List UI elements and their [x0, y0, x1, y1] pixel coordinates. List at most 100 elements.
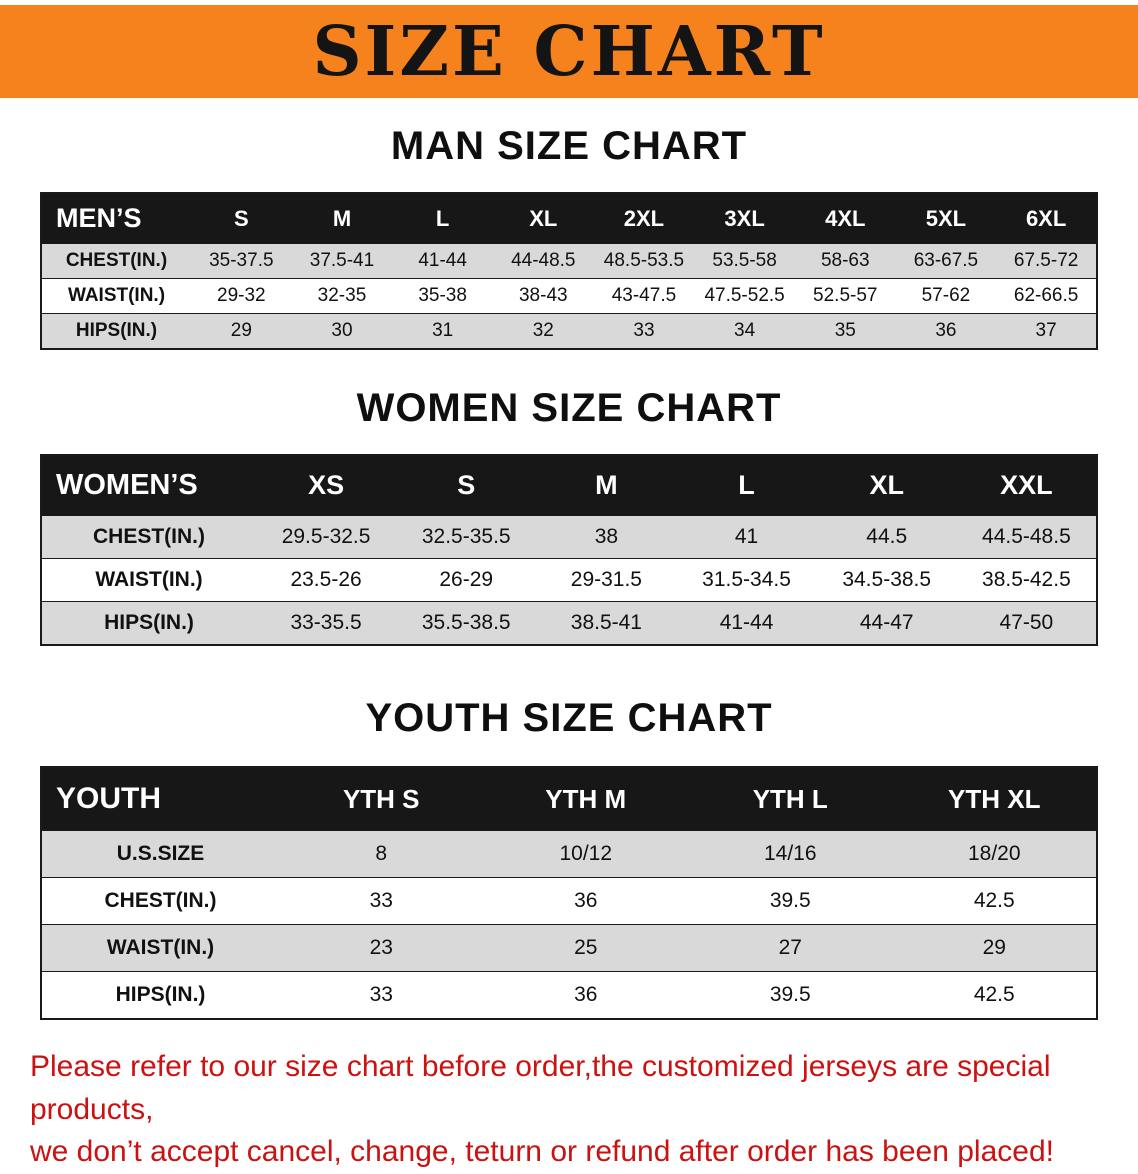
table-cell: 53.5-58 — [694, 243, 795, 279]
table-row: U.S.SIZE 8 10/12 14/16 18/20 — [41, 830, 1097, 878]
column-header: 6XL — [996, 192, 1097, 244]
row-label: CHEST(IN.) — [41, 515, 256, 559]
table-cell: 35-37.5 — [191, 243, 292, 279]
table-cell: 23 — [279, 924, 484, 972]
table-cell: 33 — [593, 313, 695, 350]
table-cell: 32.5-35.5 — [396, 515, 537, 559]
column-header: 2XL — [593, 192, 695, 244]
table-cell: 35 — [794, 313, 896, 350]
table-cell: 35-38 — [392, 278, 493, 314]
youth-size-table: YOUTH YTH S YTH M YTH L YTH XL U.S.SIZE … — [40, 766, 1098, 1020]
disclaimer-line-2: we don’t accept cancel, change, teturn o… — [30, 1135, 1054, 1169]
table-cell: 27 — [688, 924, 893, 972]
column-header: XL — [816, 454, 957, 516]
table-cell: 43-47.5 — [593, 278, 695, 314]
table-cell: 18/20 — [892, 830, 1097, 878]
column-header: M — [291, 192, 393, 244]
row-label: WAIST(IN.) — [41, 558, 256, 602]
table-cell: 31 — [392, 313, 493, 350]
women-size-table: WOMEN’S XS S M L XL XXL CHEST(IN.) 29.5-… — [40, 454, 1098, 646]
table-title-cell: MEN’S — [41, 192, 191, 244]
table-cell: 44-47 — [816, 601, 957, 646]
table-title-cell: WOMEN’S — [41, 454, 256, 516]
row-label: WAIST(IN.) — [41, 278, 191, 314]
table-row: WAIST(IN.) 29-32 32-35 35-38 38-43 43-47… — [41, 278, 1097, 314]
men-header-row: MEN’S S M L XL 2XL 3XL 4XL 5XL 6XL — [41, 192, 1097, 244]
column-header: XS — [256, 454, 397, 516]
table-cell: 29 — [892, 924, 1097, 972]
column-header: 5XL — [895, 192, 997, 244]
table-cell: 26-29 — [396, 558, 537, 602]
women-header-row: WOMEN’S XS S M L XL XXL — [41, 454, 1097, 516]
youth-section-heading: YOUTH SIZE CHART — [365, 696, 773, 740]
table-cell: 31.5-34.5 — [676, 558, 817, 602]
table-cell: 41-44 — [676, 601, 817, 646]
table-cell: 10/12 — [483, 830, 688, 878]
table-cell: 29.5-32.5 — [256, 515, 397, 559]
table-cell: 67.5-72 — [996, 243, 1097, 279]
table-cell: 37.5-41 — [291, 243, 393, 279]
table-cell: 52.5-57 — [794, 278, 896, 314]
table-row: CHEST(IN.) 29.5-32.5 32.5-35.5 38 41 44.… — [41, 515, 1097, 559]
table-cell: 38 — [536, 515, 677, 559]
table-cell: 32 — [492, 313, 594, 350]
table-row: WAIST(IN.) 23.5-26 26-29 29-31.5 31.5-34… — [41, 558, 1097, 602]
table-cell: 38.5-41 — [536, 601, 677, 646]
table-cell: 62-66.5 — [996, 278, 1097, 314]
table-cell: 29 — [191, 313, 292, 350]
column-header: L — [676, 454, 817, 516]
table-cell: 30 — [291, 313, 393, 350]
table-cell: 38.5-42.5 — [956, 558, 1097, 602]
table-cell: 48.5-53.5 — [593, 243, 695, 279]
table-cell: 47-50 — [956, 601, 1097, 646]
column-header: S — [396, 454, 537, 516]
table-cell: 36 — [483, 877, 688, 925]
youth-header-row: YOUTH YTH S YTH M YTH L YTH XL — [41, 766, 1097, 831]
column-header: S — [191, 192, 292, 244]
table-row: HIPS(IN.) 33-35.5 35.5-38.5 38.5-41 41-4… — [41, 601, 1097, 646]
table-cell: 39.5 — [688, 971, 893, 1020]
men-size-table: MEN’S S M L XL 2XL 3XL 4XL 5XL 6XL CHEST… — [40, 192, 1098, 350]
table-cell: 29-31.5 — [536, 558, 677, 602]
row-label: WAIST(IN.) — [41, 924, 279, 972]
column-header: 4XL — [794, 192, 896, 244]
table-cell: 34 — [694, 313, 795, 350]
column-header: XXL — [956, 454, 1097, 516]
table-row: CHEST(IN.) 33 36 39.5 42.5 — [41, 877, 1097, 925]
table-cell: 42.5 — [892, 877, 1097, 925]
table-cell: 36 — [483, 971, 688, 1020]
table-row: HIPS(IN.) 29 30 31 32 33 34 35 36 37 — [41, 313, 1097, 350]
table-cell: 32-35 — [291, 278, 393, 314]
table-cell: 33-35.5 — [256, 601, 397, 646]
table-cell: 38-43 — [492, 278, 594, 314]
column-header: YTH L — [688, 766, 893, 831]
table-cell: 34.5-38.5 — [816, 558, 957, 602]
disclaimer-line-1: Please refer to our size chart before or… — [30, 1050, 1051, 1126]
table-cell: 8 — [279, 830, 484, 878]
row-label: HIPS(IN.) — [41, 601, 256, 646]
table-title-cell: YOUTH — [41, 766, 279, 831]
table-cell: 33 — [279, 877, 484, 925]
row-label: HIPS(IN.) — [41, 313, 191, 350]
table-cell: 63-67.5 — [895, 243, 997, 279]
column-header: YTH XL — [892, 766, 1097, 831]
table-cell: 14/16 — [688, 830, 893, 878]
table-cell: 23.5-26 — [256, 558, 397, 602]
disclaimer-text: Please refer to our size chart before or… — [30, 1046, 1104, 1174]
table-cell: 44.5-48.5 — [956, 515, 1097, 559]
column-header: L — [392, 192, 493, 244]
table-cell: 29-32 — [191, 278, 292, 314]
table-cell: 41 — [676, 515, 817, 559]
table-row: CHEST(IN.) 35-37.5 37.5-41 41-44 44-48.5… — [41, 243, 1097, 279]
table-row: HIPS(IN.) 33 36 39.5 42.5 — [41, 971, 1097, 1020]
column-header: M — [536, 454, 677, 516]
table-cell: 36 — [895, 313, 997, 350]
row-label: U.S.SIZE — [41, 830, 279, 878]
row-label: HIPS(IN.) — [41, 971, 279, 1020]
column-header: YTH M — [483, 766, 688, 831]
women-section-heading: WOMEN SIZE CHART — [356, 386, 782, 430]
table-cell: 41-44 — [392, 243, 493, 279]
table-cell: 33 — [279, 971, 484, 1020]
table-cell: 47.5-52.5 — [694, 278, 795, 314]
table-cell: 39.5 — [688, 877, 893, 925]
